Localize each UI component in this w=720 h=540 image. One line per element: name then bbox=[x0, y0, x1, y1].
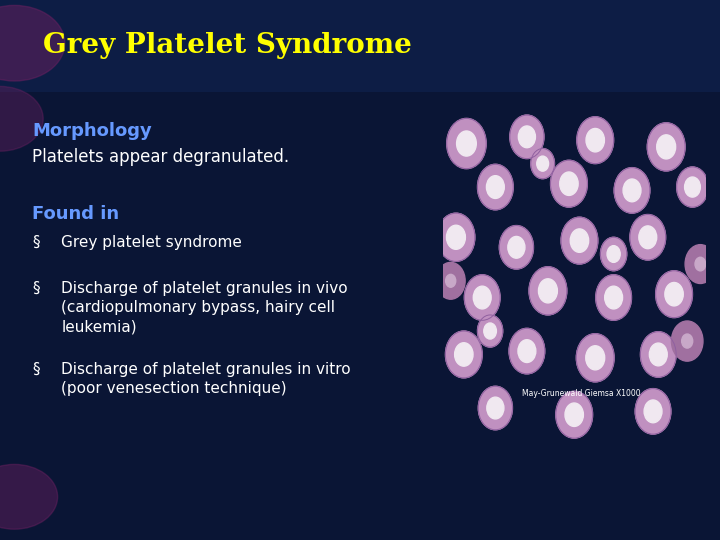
Circle shape bbox=[0, 5, 65, 81]
Circle shape bbox=[639, 226, 657, 248]
Circle shape bbox=[539, 279, 557, 303]
Circle shape bbox=[649, 343, 667, 366]
Circle shape bbox=[454, 343, 473, 366]
Circle shape bbox=[682, 334, 693, 348]
Circle shape bbox=[656, 271, 693, 318]
Circle shape bbox=[665, 282, 683, 306]
Circle shape bbox=[499, 226, 534, 269]
Text: §: § bbox=[32, 235, 40, 250]
Circle shape bbox=[478, 386, 513, 430]
Text: May-Grunewald Giemsa X1000: May-Grunewald Giemsa X1000 bbox=[521, 389, 640, 398]
Circle shape bbox=[565, 403, 583, 427]
Text: Discharge of platelet granules in vitro
(poor venesection technique): Discharge of platelet granules in vitro … bbox=[61, 362, 351, 396]
Circle shape bbox=[672, 321, 703, 361]
Circle shape bbox=[605, 286, 623, 309]
Circle shape bbox=[484, 323, 496, 339]
Circle shape bbox=[446, 225, 465, 249]
Circle shape bbox=[510, 115, 544, 159]
Circle shape bbox=[595, 275, 631, 320]
Circle shape bbox=[576, 334, 614, 382]
Circle shape bbox=[437, 213, 475, 261]
Circle shape bbox=[509, 328, 545, 374]
Text: Grey platelet syndrome: Grey platelet syndrome bbox=[61, 235, 242, 250]
Circle shape bbox=[487, 176, 504, 198]
Circle shape bbox=[518, 126, 536, 148]
Circle shape bbox=[677, 167, 708, 207]
Circle shape bbox=[0, 464, 58, 529]
Circle shape bbox=[570, 229, 589, 252]
Circle shape bbox=[644, 400, 662, 423]
Text: Found in: Found in bbox=[32, 205, 120, 223]
Circle shape bbox=[630, 214, 666, 260]
Circle shape bbox=[556, 392, 593, 438]
Circle shape bbox=[657, 135, 675, 159]
Circle shape bbox=[477, 315, 503, 347]
Circle shape bbox=[640, 332, 676, 377]
Circle shape bbox=[477, 164, 513, 210]
Circle shape bbox=[446, 274, 456, 287]
Text: Discharge of platelet granules in vivo
(cardiopulmonary bypass, hairy cell
leuke: Discharge of platelet granules in vivo (… bbox=[61, 281, 348, 334]
Circle shape bbox=[614, 167, 650, 213]
Circle shape bbox=[561, 217, 598, 264]
Circle shape bbox=[518, 340, 536, 362]
Circle shape bbox=[531, 148, 554, 179]
Circle shape bbox=[487, 397, 504, 419]
Bar bbox=[0, 0, 720, 92]
Circle shape bbox=[464, 275, 500, 320]
Circle shape bbox=[685, 177, 701, 197]
Circle shape bbox=[623, 179, 641, 202]
Circle shape bbox=[436, 262, 465, 299]
Circle shape bbox=[508, 237, 525, 258]
Circle shape bbox=[0, 86, 43, 151]
Circle shape bbox=[600, 237, 626, 271]
Circle shape bbox=[577, 117, 613, 164]
Circle shape bbox=[529, 267, 567, 315]
Circle shape bbox=[473, 286, 491, 309]
Circle shape bbox=[586, 129, 604, 152]
Circle shape bbox=[536, 156, 549, 171]
Circle shape bbox=[695, 257, 706, 271]
Circle shape bbox=[607, 246, 620, 262]
Circle shape bbox=[446, 331, 482, 378]
Circle shape bbox=[685, 245, 716, 284]
Circle shape bbox=[559, 172, 578, 195]
Text: Morphology: Morphology bbox=[32, 122, 152, 139]
Text: §: § bbox=[32, 281, 40, 296]
Circle shape bbox=[456, 131, 477, 156]
Circle shape bbox=[446, 118, 486, 168]
Circle shape bbox=[551, 160, 588, 207]
Text: Platelets appear degranulated.: Platelets appear degranulated. bbox=[32, 148, 289, 166]
Circle shape bbox=[586, 346, 605, 370]
Text: §: § bbox=[32, 362, 40, 377]
Circle shape bbox=[647, 123, 685, 171]
Circle shape bbox=[635, 389, 671, 434]
Text: Grey Platelet Syndrome: Grey Platelet Syndrome bbox=[43, 32, 412, 59]
